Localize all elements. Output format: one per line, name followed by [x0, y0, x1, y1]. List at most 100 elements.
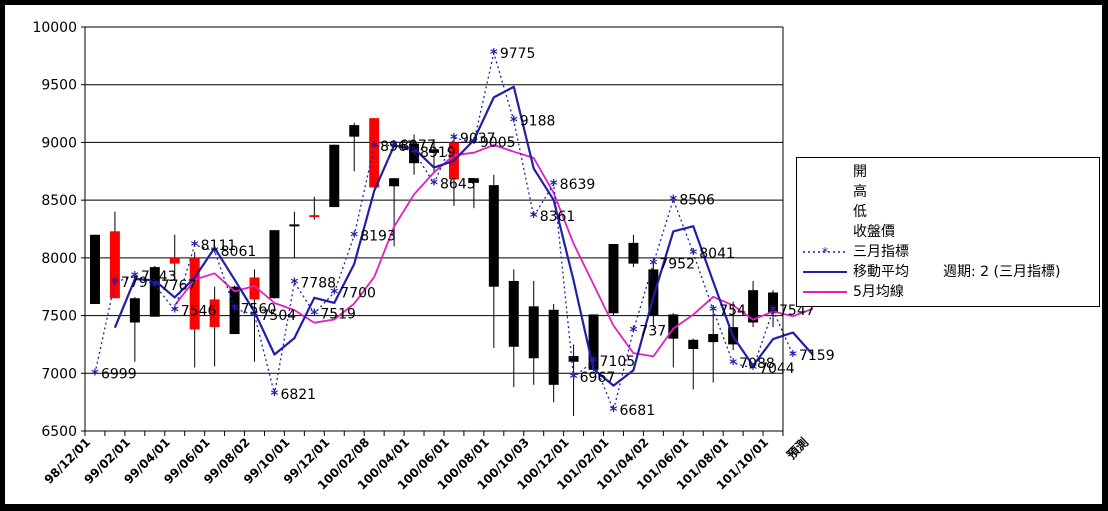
- legend-item-moving-average: 移動平均 週期: 2 (三月指標): [797, 262, 1097, 282]
- candle-body: [548, 309, 559, 385]
- candle-body: [269, 230, 280, 299]
- index-point: *: [649, 255, 657, 273]
- candle-body: [488, 185, 499, 287]
- series-markers: * * * * * * * * * * * * * * * * * * * * * * * * * * * * * * * * * * * *: [91, 45, 797, 420]
- stock-chart: * * * * * * * * * * * * * * * * * * * * * * * * * * * * * * * * * * * * 699…: [32, 20, 834, 493]
- index-point: *: [590, 353, 598, 371]
- data-label: 7767: [161, 278, 197, 294]
- index-point: *: [510, 113, 518, 131]
- candle-body: [229, 286, 240, 335]
- legend-label: 5月均線: [853, 284, 904, 300]
- index-point: *: [310, 305, 318, 323]
- candle-body: [149, 267, 160, 317]
- candle-body: [209, 299, 220, 328]
- data-label: 7547: [779, 303, 815, 319]
- series-line-index: [94, 52, 794, 411]
- data-label: 8061: [221, 244, 257, 260]
- data-label: 9775: [500, 46, 536, 62]
- legend-symbol-blue-line: [803, 271, 847, 273]
- series-line-moving-average: [113, 85, 814, 387]
- legend: 開 高 低 收盤價 * 三月指標 移動平均: [796, 157, 1100, 307]
- candle-body: [189, 257, 200, 330]
- index-point: *: [410, 144, 418, 162]
- index-point: *: [350, 228, 358, 246]
- data-label: 7788: [300, 275, 336, 291]
- data-label: 7560: [241, 302, 277, 318]
- data-label: 7843: [141, 269, 177, 285]
- data-label: 779: [121, 275, 148, 291]
- data-label: 8967: [380, 139, 416, 155]
- candle-body: [309, 215, 320, 218]
- legend-item-low: 低: [797, 202, 1097, 222]
- data-label: 8977: [400, 138, 436, 154]
- x-tick-label: 預測: [783, 435, 811, 463]
- index-point: *: [789, 347, 797, 365]
- data-label: 8639: [560, 177, 596, 193]
- data-label: 737: [639, 324, 666, 340]
- data-label: 7088: [739, 356, 775, 372]
- data-label: 7519: [320, 306, 356, 322]
- chart-panel: * * * * * * * * * * * * * * * * * * * * * * * * * * * * * * * * * * * * 699…: [5, 5, 1102, 504]
- index-point: *: [550, 176, 558, 194]
- index-point: *: [111, 274, 119, 292]
- data-label: 8041: [699, 246, 735, 262]
- legend-item-index: * 三月指標: [797, 242, 1097, 262]
- index-point: *: [131, 268, 139, 286]
- candle-body: [508, 280, 519, 347]
- data-label: 8111: [201, 238, 237, 254]
- legend-label: 收盤價: [853, 224, 895, 240]
- candle-body: [528, 306, 539, 359]
- candle-body: [249, 277, 260, 300]
- index-point: *: [629, 323, 637, 341]
- index-point: *: [470, 134, 478, 152]
- index-point: *: [709, 302, 717, 320]
- data-label: 7044: [759, 361, 795, 377]
- candle-body: [409, 143, 420, 164]
- legend-item-high: 高: [797, 182, 1097, 202]
- legend-symbol-dotted-star: *: [803, 246, 847, 260]
- legend-item-open: 開: [797, 162, 1097, 182]
- index-point: *: [729, 355, 737, 373]
- data-label: 8645: [440, 176, 476, 192]
- index-point: *: [370, 138, 378, 156]
- data-label: 754: [719, 303, 746, 319]
- candle-body: [608, 244, 619, 314]
- y-tick-label: 7500: [41, 309, 77, 325]
- y-tick-label: 8000: [41, 251, 77, 267]
- y-tick-label: 8500: [41, 193, 77, 209]
- candle-body: [329, 144, 340, 208]
- index-point: *: [669, 191, 677, 209]
- data-label: 6681: [619, 403, 655, 419]
- series-lines: [94, 52, 814, 411]
- candle-body: [768, 292, 779, 314]
- data-label: 6999: [101, 366, 137, 382]
- candle-body: [468, 178, 479, 183]
- data-label: 7546: [181, 303, 217, 319]
- data-label: 6821: [280, 387, 316, 403]
- index-point: *: [610, 402, 618, 420]
- candle-body: [568, 355, 579, 362]
- candle-body: [349, 125, 360, 137]
- legend-item-5month-ma: 5月均線: [797, 282, 1097, 302]
- data-label: 6967: [580, 370, 616, 386]
- y-tick-label: 6500: [41, 424, 77, 440]
- legend-label: 移動平均: [853, 264, 909, 280]
- index-point: *: [211, 243, 219, 261]
- y-tick-label: 10000: [32, 20, 77, 36]
- candle-body: [588, 314, 599, 370]
- data-label: 8193: [360, 229, 396, 245]
- candle-body: [129, 298, 140, 323]
- index-point: *: [290, 274, 298, 292]
- index-point: *: [450, 130, 458, 148]
- candle-body: [648, 269, 659, 316]
- data-label: 7105: [600, 354, 636, 370]
- legend-item-close: 收盤價: [797, 222, 1097, 242]
- legend-label: 低: [853, 204, 867, 220]
- index-point: *: [689, 245, 697, 263]
- index-point: *: [251, 307, 259, 325]
- candle-body: [109, 231, 120, 299]
- y-tick-label: 7000: [41, 366, 77, 382]
- data-label: 9037: [460, 131, 496, 147]
- candle-body: [668, 314, 679, 339]
- candle-body: [389, 178, 400, 187]
